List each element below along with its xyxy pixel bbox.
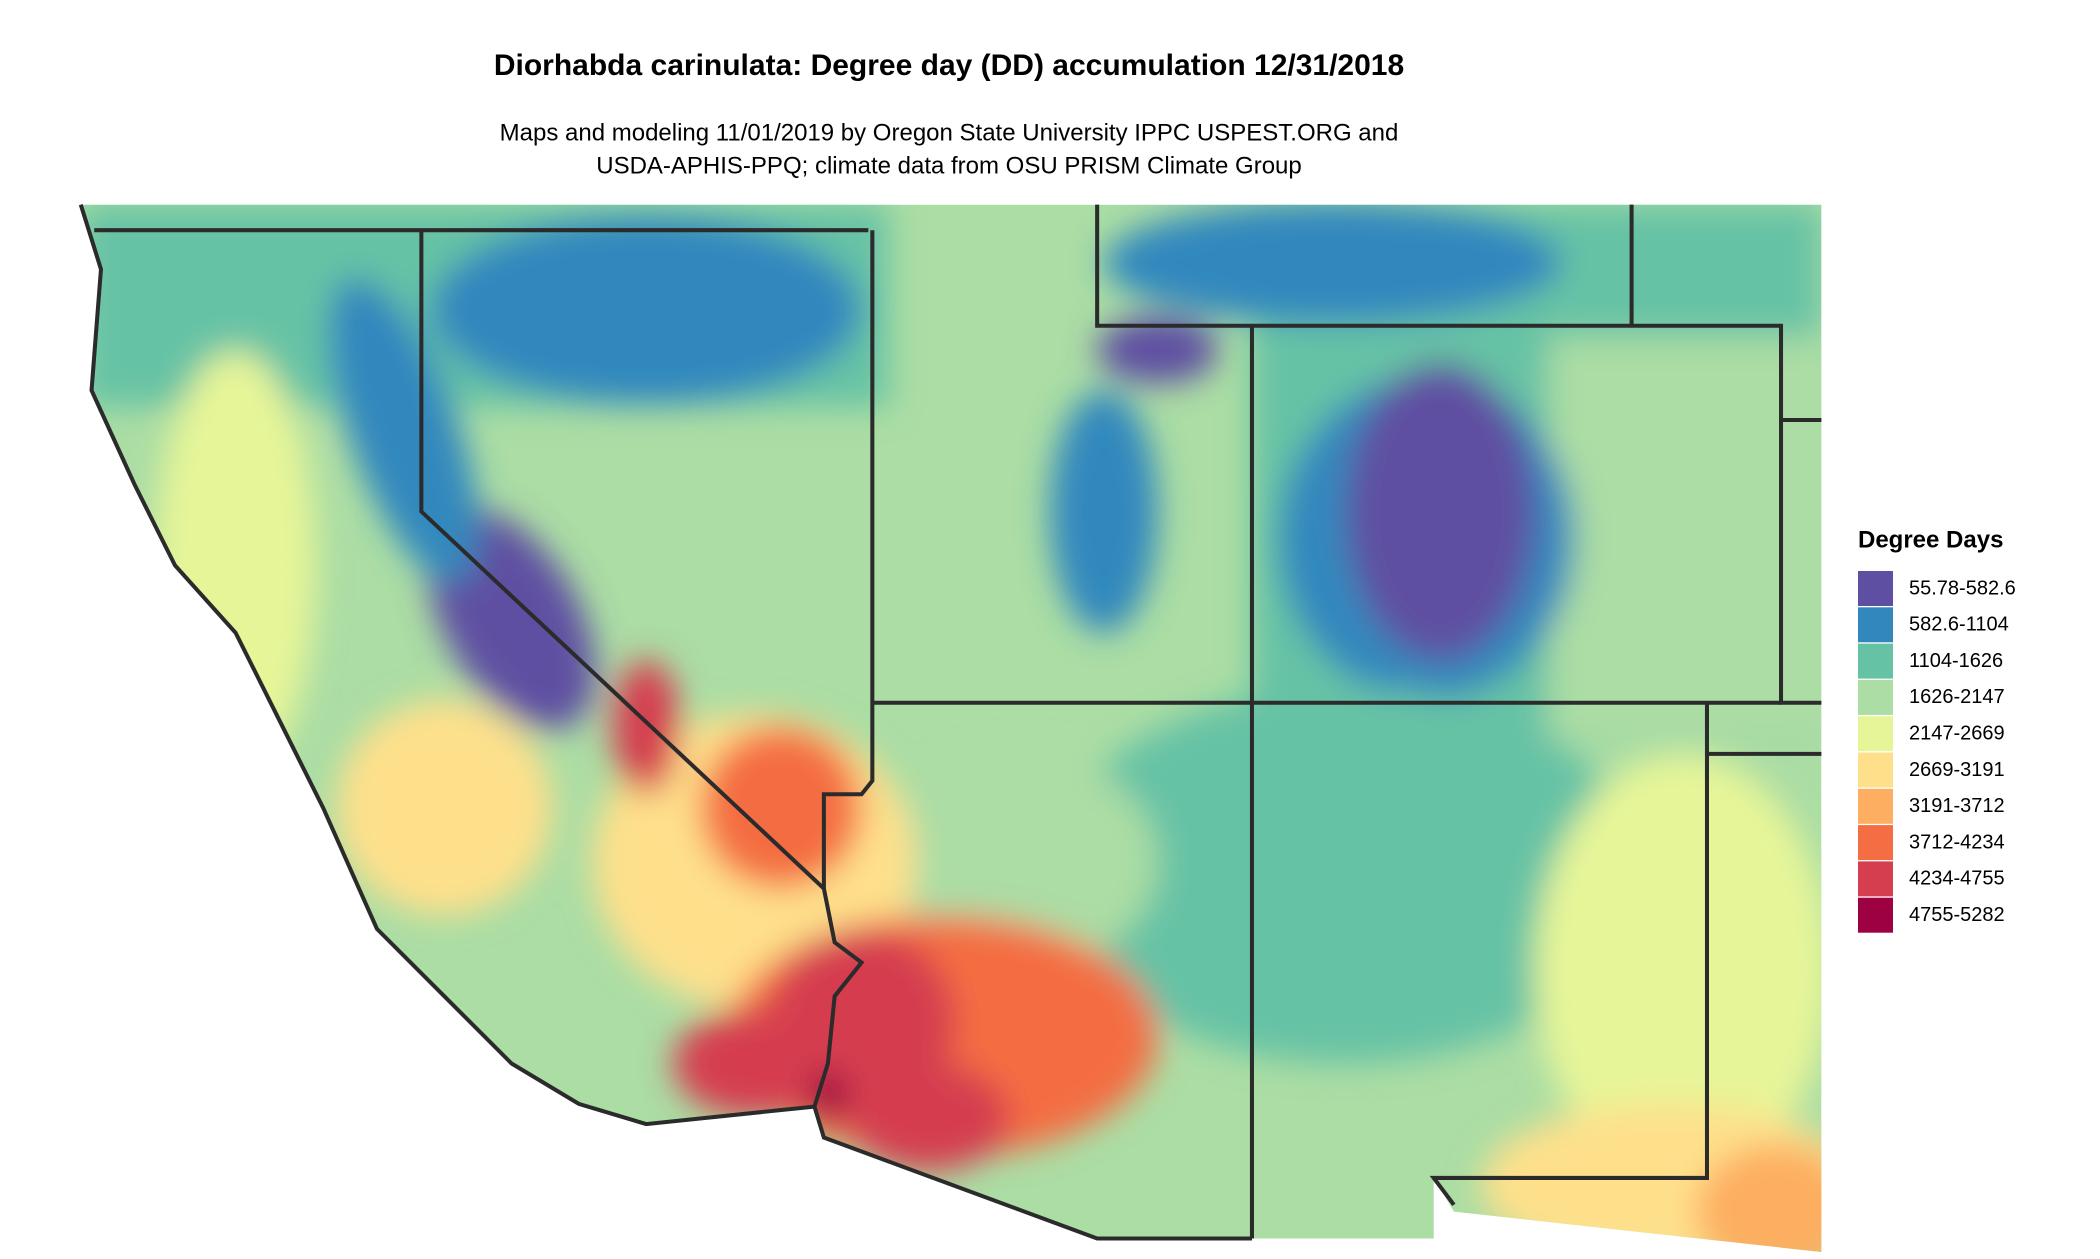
legend-swatch xyxy=(1858,679,1893,715)
subtitle-line: Maps and modeling 11/01/2019 by Oregon S… xyxy=(500,119,1399,146)
legend-label: 55.78-582.6 xyxy=(1909,577,2016,599)
heat-surface xyxy=(80,204,1822,1252)
heat-region xyxy=(1346,363,1535,660)
border-line xyxy=(78,204,815,1127)
heat-region xyxy=(1050,686,1643,1064)
legend-swatch xyxy=(1858,788,1893,824)
legend-swatch xyxy=(1858,571,1893,606)
border-line xyxy=(821,230,875,889)
heat-region xyxy=(807,1070,849,1125)
heat-region xyxy=(336,700,552,916)
heat-region xyxy=(328,277,479,584)
legend-swatch xyxy=(1858,861,1893,897)
legend-label: 582.6-1104 xyxy=(1909,614,2009,636)
legend-label: 3191-3712 xyxy=(1909,795,2005,817)
legend-label: 2669-3191 xyxy=(1909,759,2005,781)
map xyxy=(78,204,1822,1252)
legend-label: 1104-1626 xyxy=(1909,650,2003,672)
legend-title: Degree Days xyxy=(1858,526,2003,553)
heat-region xyxy=(612,659,680,795)
heat-region xyxy=(1548,336,1822,741)
border-line xyxy=(1095,204,1822,705)
heat-region xyxy=(154,350,317,781)
legend-label: 2147-2669 xyxy=(1909,722,2005,744)
legend-label: 4755-5282 xyxy=(1909,904,2005,926)
legend-label: 1626-2147 xyxy=(1909,686,2005,708)
border-line xyxy=(1429,702,1710,1207)
legend-swatch xyxy=(1858,825,1893,861)
legend: Degree Days 55.78-582.6 582.6-1104 1104-16… xyxy=(1858,526,2016,933)
legend-swatch xyxy=(1858,607,1893,643)
state-borders xyxy=(78,204,1822,1241)
legend-swatch xyxy=(1858,752,1893,788)
legend-swatch xyxy=(1858,897,1893,933)
legend-label: 4234-4755 xyxy=(1909,868,2005,890)
legend-swatch xyxy=(1858,716,1893,752)
heat-region xyxy=(1103,204,1562,324)
heat-region xyxy=(1050,390,1158,633)
heat-region xyxy=(700,726,862,889)
title: Diorhabda carinulata: Degree day (DD) ac… xyxy=(494,49,1404,82)
heat-region xyxy=(430,215,862,404)
heat-region xyxy=(1097,316,1219,384)
heat-region xyxy=(1534,753,1822,1185)
legend-label: 3712-4234 xyxy=(1909,831,2005,853)
heat-region xyxy=(888,753,1158,970)
border-line xyxy=(419,230,865,1108)
border-line xyxy=(812,1105,1252,1241)
heat-region xyxy=(848,1063,1010,1172)
heat-region xyxy=(673,1009,835,1118)
legend-swatch xyxy=(1858,643,1893,679)
subtitle-line: USDA-APHIS-PPQ; climate data from OSU PR… xyxy=(596,152,1302,179)
